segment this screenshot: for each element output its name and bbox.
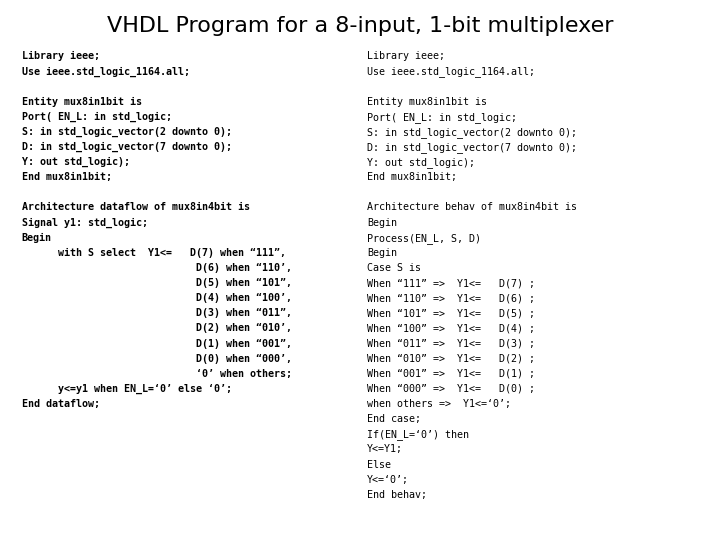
Text: End mux8in1bit;: End mux8in1bit; bbox=[367, 172, 457, 183]
Text: D: in std_logic_vector(7 downto 0);: D: in std_logic_vector(7 downto 0); bbox=[367, 142, 577, 153]
Text: Entity mux8in1bit is: Entity mux8in1bit is bbox=[367, 97, 487, 107]
Text: D(6) when “110’,: D(6) when “110’, bbox=[22, 263, 292, 273]
Text: y<=y1 when EN_L=‘0’ else ‘0’;: y<=y1 when EN_L=‘0’ else ‘0’; bbox=[22, 384, 232, 394]
Text: Case S is: Case S is bbox=[367, 263, 421, 273]
Text: Y: out std_logic);: Y: out std_logic); bbox=[22, 157, 130, 167]
Text: Signal y1: std_logic;: Signal y1: std_logic; bbox=[22, 218, 148, 228]
Text: When “000” =>  Y1<=   D(0) ;: When “000” => Y1<= D(0) ; bbox=[367, 384, 535, 394]
Text: When “011” =>  Y1<=   D(3) ;: When “011” => Y1<= D(3) ; bbox=[367, 339, 535, 349]
Text: Process(EN_L, S, D): Process(EN_L, S, D) bbox=[367, 233, 481, 244]
Text: When “111” =>  Y1<=   D(7) ;: When “111” => Y1<= D(7) ; bbox=[367, 278, 535, 288]
Text: Use ieee.std_logic_1164.all;: Use ieee.std_logic_1164.all; bbox=[22, 66, 189, 77]
Text: Library ieee;: Library ieee; bbox=[367, 51, 445, 62]
Text: D(2) when “010’,: D(2) when “010’, bbox=[22, 323, 292, 334]
Text: with S select  Y1<=   D(7) when “111”,: with S select Y1<= D(7) when “111”, bbox=[22, 248, 286, 258]
Text: If(EN_L=‘0’) then: If(EN_L=‘0’) then bbox=[367, 429, 469, 440]
Text: S: in std_logic_vector(2 downto 0);: S: in std_logic_vector(2 downto 0); bbox=[22, 127, 232, 137]
Text: Library ieee;: Library ieee; bbox=[22, 51, 99, 62]
Text: ‘0’ when others;: ‘0’ when others; bbox=[22, 369, 292, 379]
Text: S: in std_logic_vector(2 downto 0);: S: in std_logic_vector(2 downto 0); bbox=[367, 127, 577, 138]
Text: Architecture behav of mux8in4bit is: Architecture behav of mux8in4bit is bbox=[367, 202, 577, 213]
Text: D(3) when “011”,: D(3) when “011”, bbox=[22, 308, 292, 319]
Text: End mux8in1bit;: End mux8in1bit; bbox=[22, 172, 112, 183]
Text: Begin: Begin bbox=[367, 248, 397, 258]
Text: D(1) when “001”,: D(1) when “001”, bbox=[22, 339, 292, 349]
Text: End behav;: End behav; bbox=[367, 490, 427, 500]
Text: Use ieee.std_logic_1164.all;: Use ieee.std_logic_1164.all; bbox=[367, 66, 535, 77]
Text: When “100” =>  Y1<=   D(4) ;: When “100” => Y1<= D(4) ; bbox=[367, 323, 535, 334]
Text: Port( EN_L: in std_logic;: Port( EN_L: in std_logic; bbox=[22, 112, 171, 122]
Text: Y: out std_logic);: Y: out std_logic); bbox=[367, 157, 475, 168]
Text: D(4) when “100’,: D(4) when “100’, bbox=[22, 293, 292, 303]
Text: End dataflow;: End dataflow; bbox=[22, 399, 99, 409]
Text: Port( EN_L: in std_logic;: Port( EN_L: in std_logic; bbox=[367, 112, 517, 123]
Text: Else: Else bbox=[367, 460, 391, 470]
Text: D(5) when “101”,: D(5) when “101”, bbox=[22, 278, 292, 288]
Text: when others =>  Y1<=‘0’;: when others => Y1<=‘0’; bbox=[367, 399, 511, 409]
Text: Begin: Begin bbox=[22, 233, 52, 243]
Text: Architecture dataflow of mux8in4bit is: Architecture dataflow of mux8in4bit is bbox=[22, 202, 250, 213]
Text: Begin: Begin bbox=[367, 218, 397, 228]
Text: Y<=‘0’;: Y<=‘0’; bbox=[367, 475, 409, 485]
Text: When “110” =>  Y1<=   D(6) ;: When “110” => Y1<= D(6) ; bbox=[367, 293, 535, 303]
Text: Y<=Y1;: Y<=Y1; bbox=[367, 444, 403, 455]
Text: VHDL Program for a 8-input, 1-bit multiplexer: VHDL Program for a 8-input, 1-bit multip… bbox=[107, 16, 613, 36]
Text: When “010” =>  Y1<=   D(2) ;: When “010” => Y1<= D(2) ; bbox=[367, 354, 535, 364]
Text: D: in std_logic_vector(7 downto 0);: D: in std_logic_vector(7 downto 0); bbox=[22, 142, 232, 152]
Text: D(0) when “000’,: D(0) when “000’, bbox=[22, 354, 292, 364]
Text: End case;: End case; bbox=[367, 414, 421, 424]
Text: When “001” =>  Y1<=   D(1) ;: When “001” => Y1<= D(1) ; bbox=[367, 369, 535, 379]
Text: Entity mux8in1bit is: Entity mux8in1bit is bbox=[22, 97, 142, 107]
Text: When “101” =>  Y1<=   D(5) ;: When “101” => Y1<= D(5) ; bbox=[367, 308, 535, 319]
